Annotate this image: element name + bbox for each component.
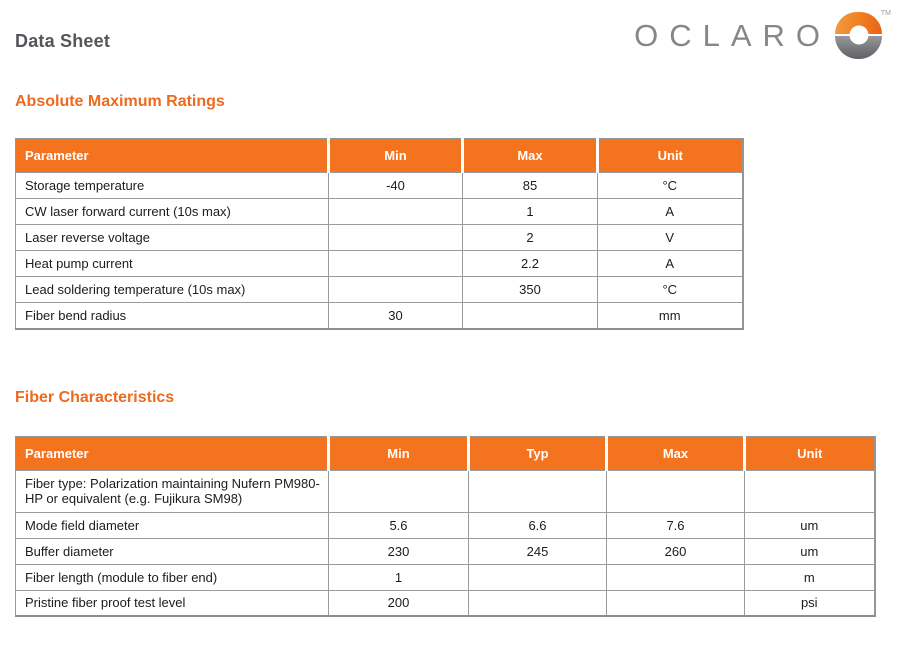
table-row: Fiber length (module to fiber end) 1 m <box>15 563 875 591</box>
cell-parameter: Storage temperature <box>15 172 329 199</box>
cell-parameter: Buffer diameter <box>15 537 329 565</box>
table-row: Laser reverse voltage 2 V <box>15 224 743 251</box>
col-header-max: Max <box>605 436 745 470</box>
cell-max: 2 <box>462 224 598 251</box>
cell-unit: °C <box>597 172 743 199</box>
table-row: Lead soldering temperature (10s max) 350… <box>15 276 743 303</box>
section-title-absolute-maximum-ratings: Absolute Maximum Ratings <box>15 93 225 110</box>
cell-unit: mm <box>597 302 743 329</box>
oclaro-logo-text: OCLARO <box>634 17 831 53</box>
cell-unit: A <box>597 250 743 277</box>
table-row: Storage temperature -40 85 °C <box>15 172 743 199</box>
cell-typ <box>468 469 607 513</box>
cell-parameter: CW laser forward current (10s max) <box>15 198 329 225</box>
col-header-unit: Unit <box>596 138 743 173</box>
section-title-fiber-characteristics: Fiber Characteristics <box>15 388 175 406</box>
cell-parameter: Fiber length (module to fiber end) <box>15 563 329 591</box>
cell-max: 350 <box>462 276 598 303</box>
oclaro-logo: OCLARO TM <box>634 10 891 60</box>
cell-max <box>462 302 598 329</box>
table-header-row: Parameter Min Max Unit <box>15 138 743 173</box>
cell-min: 1 <box>328 563 469 591</box>
cell-parameter: Heat pump current <box>15 250 329 277</box>
fiber-characteristics-table: Parameter Min Typ Max Unit Fiber type: P… <box>15 435 876 617</box>
cell-min: -40 <box>328 172 463 199</box>
ring-top-half <box>835 11 882 34</box>
cell-max <box>606 563 745 591</box>
cell-min <box>328 469 469 513</box>
cell-parameter: Mode field diameter <box>15 511 329 539</box>
cell-max <box>606 589 745 617</box>
table-row: CW laser forward current (10s max) 1 A <box>15 198 743 225</box>
cell-unit: psi <box>744 589 875 617</box>
cell-unit: V <box>597 224 743 251</box>
cell-min: 30 <box>328 302 463 329</box>
cell-min <box>328 198 463 225</box>
cell-typ: 245 <box>468 537 607 565</box>
cell-unit: A <box>597 198 743 225</box>
col-header-unit: Unit <box>743 436 875 470</box>
table-row: Buffer diameter 230 245 260 um <box>15 537 875 565</box>
table-row: Pristine fiber proof test level 200 psi <box>15 589 875 617</box>
table-row: Fiber bend radius 30 mm <box>15 302 743 329</box>
oclaro-ring-icon: TM <box>835 10 891 59</box>
cell-unit: um <box>744 511 875 539</box>
cell-parameter: Fiber bend radius <box>15 302 329 329</box>
table-row: Mode field diameter 5.6 6.6 7.6 um <box>15 511 875 539</box>
col-header-parameter: Parameter <box>15 138 329 173</box>
cell-unit: um <box>744 537 875 565</box>
cell-max: 7.6 <box>606 511 745 539</box>
col-header-min: Min <box>327 138 463 173</box>
ring-hole <box>849 25 868 45</box>
cell-parameter: Fiber type: Polarization maintaining Nuf… <box>15 469 329 513</box>
cell-max: 1 <box>462 198 598 225</box>
cell-max: 85 <box>462 172 598 199</box>
cell-min: 5.6 <box>328 511 469 539</box>
absolute-maximum-ratings-table: Parameter Min Max Unit Storage temperatu… <box>15 138 744 330</box>
cell-min: 200 <box>328 589 469 617</box>
cell-typ: 6.6 <box>468 511 607 539</box>
table-header-row: Parameter Min Typ Max Unit <box>15 436 875 470</box>
col-header-parameter: Parameter <box>15 436 329 470</box>
ring-bottom-half <box>835 36 882 59</box>
col-header-min: Min <box>327 436 469 470</box>
cell-unit: m <box>744 563 875 591</box>
document-content: Absolute Maximum Ratings Parameter Min M… <box>15 93 876 617</box>
cell-min <box>328 250 463 277</box>
table-row: Fiber type: Polarization maintaining Nuf… <box>15 469 875 513</box>
cell-max: 2.2 <box>462 250 598 277</box>
table-row: Heat pump current 2.2 A <box>15 250 743 277</box>
cell-typ <box>468 563 607 591</box>
cell-unit <box>744 469 875 513</box>
cell-max <box>606 469 745 513</box>
cell-typ <box>468 589 607 617</box>
trademark-symbol: TM <box>880 9 891 17</box>
cell-min <box>328 224 463 251</box>
cell-parameter: Laser reverse voltage <box>15 224 329 251</box>
col-header-max: Max <box>461 138 598 173</box>
page-title: Data Sheet <box>15 31 111 51</box>
cell-max: 260 <box>606 537 745 565</box>
cell-parameter: Pristine fiber proof test level <box>15 589 329 617</box>
cell-unit: °C <box>597 276 743 303</box>
cell-min <box>328 276 463 303</box>
col-header-typ: Typ <box>467 436 607 470</box>
cell-parameter: Lead soldering temperature (10s max) <box>15 276 329 303</box>
cell-min: 230 <box>328 537 469 565</box>
